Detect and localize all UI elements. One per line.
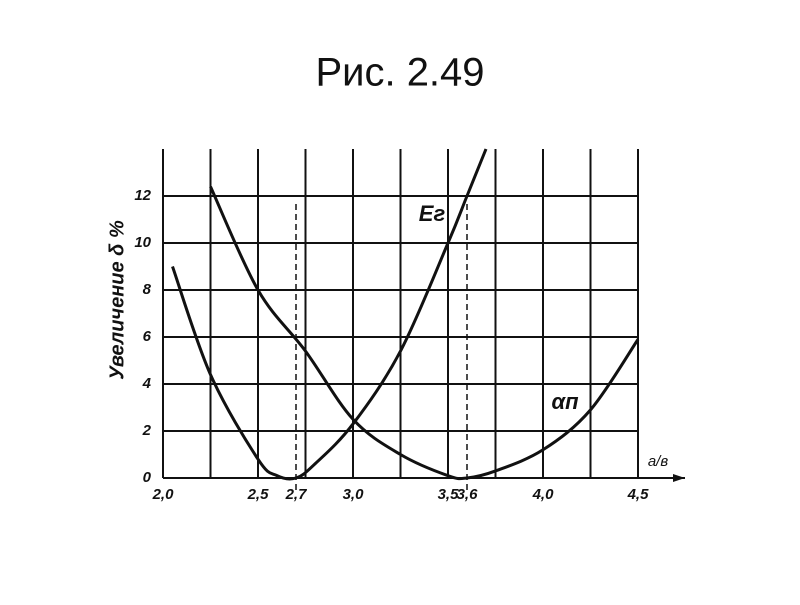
axis-arrow bbox=[673, 474, 685, 482]
y-tick-label: 0 bbox=[143, 469, 152, 486]
x-tick-label: 3,0 bbox=[343, 486, 365, 503]
chart-title: Рис. 2.49 bbox=[315, 51, 484, 95]
curve-label: Eг bbox=[419, 201, 446, 226]
y-tick-label: 12 bbox=[134, 187, 151, 204]
y-tick-label: 6 bbox=[143, 328, 152, 345]
y-tick-label: 4 bbox=[142, 375, 152, 392]
x-axis-label: a/в bbox=[648, 453, 669, 470]
x-tick-label: 2,0 bbox=[152, 486, 175, 503]
curve bbox=[171, 148, 488, 481]
y-tick-label: 2 bbox=[142, 422, 152, 439]
x-tick-label: 2,5 bbox=[247, 486, 270, 503]
y-tick-label: 10 bbox=[134, 234, 151, 251]
y-axis-label: Увеличение δ % bbox=[106, 220, 128, 380]
x-tick-label: 4,0 bbox=[532, 486, 555, 503]
curve bbox=[209, 185, 640, 481]
x-tick-label: 3,6 bbox=[457, 486, 479, 503]
x-tick-label: 3,5 bbox=[438, 486, 460, 503]
x-tick-label: 2,7 bbox=[285, 486, 308, 503]
y-tick-label: 8 bbox=[143, 281, 152, 298]
curve-label: αп bbox=[551, 389, 579, 414]
x-tick-label: 4,5 bbox=[627, 486, 650, 503]
